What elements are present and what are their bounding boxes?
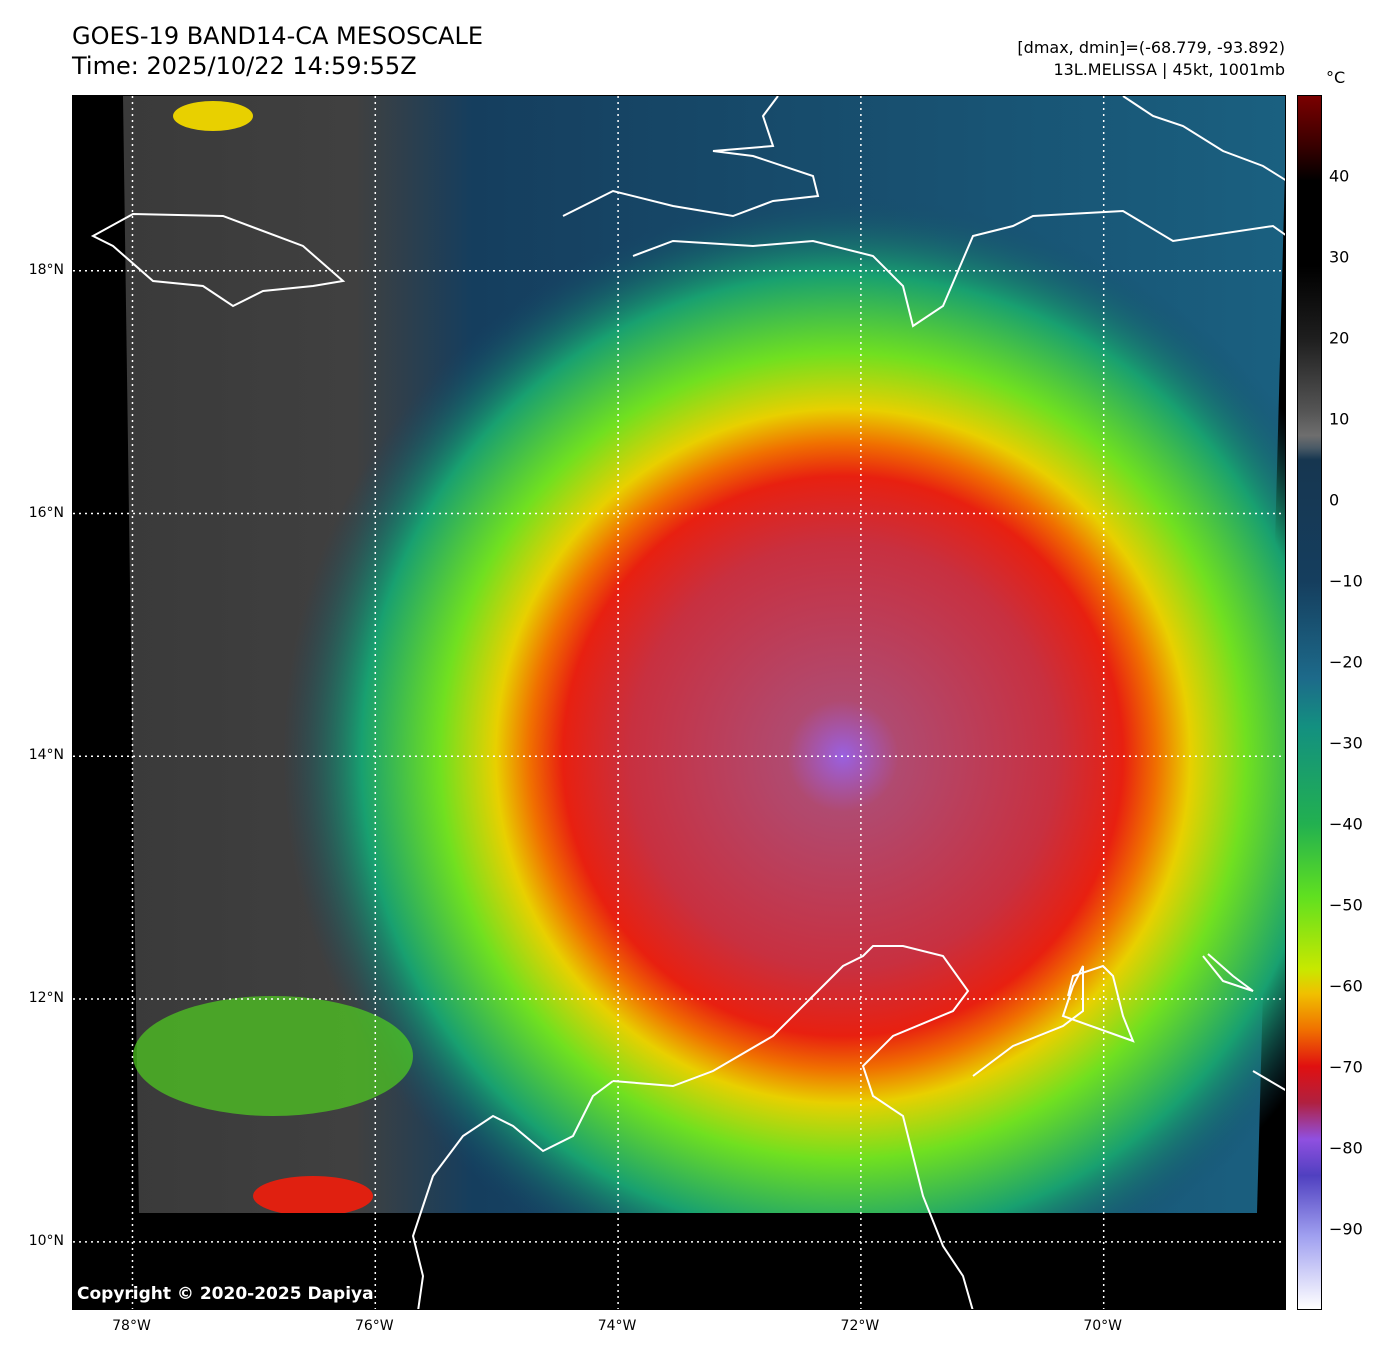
satellite-map <box>72 95 1286 1310</box>
colorbar-tick-label: −60 <box>1329 976 1363 996</box>
lat-label: 10°N <box>28 1232 64 1249</box>
colorbar-tick-label: 10 <box>1329 409 1350 429</box>
coastlines <box>90 96 1285 1309</box>
convection-sw <box>133 996 413 1116</box>
lon-label: 74°W <box>597 1318 637 1334</box>
chart-title: GOES-19 BAND14-CA MESOSCALE <box>72 22 483 50</box>
timestamp: Time: 2025/10/22 14:59:55Z <box>72 52 417 80</box>
dmax-dmin: [dmax, dmin]=(-68.779, -93.892) <box>1017 38 1285 57</box>
colorbar-tick-label: 40 <box>1329 166 1350 186</box>
colorbar-tick-label: −30 <box>1329 733 1363 753</box>
convection-south <box>253 1176 373 1216</box>
colorbar-tick-label: −90 <box>1329 1219 1363 1239</box>
colorbar-tick-label: 20 <box>1329 328 1350 348</box>
colorbar-tick-label: −10 <box>1329 571 1363 591</box>
lon-label: 76°W <box>354 1318 394 1334</box>
colorbar-tick-label: −80 <box>1329 1138 1363 1158</box>
colorbar-tick-label: −40 <box>1329 814 1363 834</box>
lon-label: 78°W <box>112 1318 151 1334</box>
lat-label: 16°N <box>28 504 64 521</box>
colorbar-tick-label: 30 <box>1329 247 1350 267</box>
storm-info: 13L.MELISSA | 45kt, 1001mb <box>1053 60 1285 79</box>
lat-label: 14°N <box>28 747 64 764</box>
lat-label: 18°N <box>28 261 64 278</box>
lon-label: 72°W <box>840 1318 880 1334</box>
colorbar <box>1297 95 1322 1310</box>
lon-label: 70°W <box>1083 1318 1123 1334</box>
colorbar-tick-label: 0 <box>1329 490 1340 510</box>
lat-label: 12°N <box>28 990 64 1007</box>
graticule <box>73 96 1285 1309</box>
colorbar-tick-label: −20 <box>1329 652 1363 672</box>
colorbar-tick-label: −50 <box>1329 895 1363 915</box>
imagery <box>73 96 1285 1309</box>
no-data-bottom <box>73 1213 1285 1309</box>
storm-cloud <box>243 196 1285 1309</box>
copyright-text: Copyright © 2020-2025 Dapiya <box>77 1284 374 1304</box>
colorbar-unit: °C <box>1326 68 1346 87</box>
colorbar-tick-label: −70 <box>1329 1057 1363 1077</box>
convection-nw <box>173 101 253 131</box>
